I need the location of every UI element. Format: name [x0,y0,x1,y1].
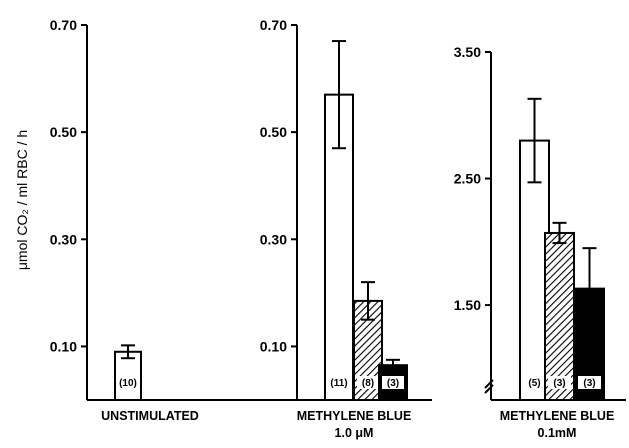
n-label-box [357,376,379,389]
category-label: 0.1mM [538,426,577,440]
y-tick-label: 3.50 [454,44,481,60]
y-tick-label: 0.30 [50,231,77,247]
n-label-box [523,376,546,389]
n-label: (8) [362,378,374,389]
y-tick-label: 2.50 [454,171,481,187]
y-tick-label: 0.70 [260,17,287,33]
y-tick-label: 0.50 [260,124,287,140]
category-label: 1.0 μM [335,426,374,440]
n-label-box [118,376,138,389]
n-label: (10) [119,378,137,389]
n-label-box [548,376,571,389]
n-label-box [328,376,350,389]
y-tick-label: 0.30 [260,231,287,247]
n-label: (11) [330,378,347,389]
bar [544,231,575,401]
chart-panel-2: 0.10 0.30 0.50 0.70 (11) (8) (3) METHYLENE BLUE… [260,17,432,440]
chart-panel-3: 1.50 2.50 3.50 (5) (3) (3) METHYLENE BLUE 0.1mM [454,44,626,440]
n-label-box [578,376,601,389]
y-tick-label: 0.50 [50,124,77,140]
y-tick-label: 0.10 [50,338,77,354]
n-label: (3) [387,378,399,389]
n-label: (3) [583,378,595,389]
y-tick-label: 1.50 [454,297,481,313]
category-label: UNSTIMULATED [101,409,199,423]
chart-panel-1: 0.10 0.30 0.50 0.70 (10) UNSTIMULATED [50,17,372,423]
y-tick-label: 0.10 [260,338,287,354]
n-label-box [382,376,404,389]
y-axis-label: μmol CO₂ / ml RBC / h [14,130,30,270]
category-label: METHYLENE BLUE [500,409,615,423]
n-label: (5) [528,378,540,389]
n-label: (3) [553,378,565,389]
y-tick-label: 0.70 [50,17,77,33]
axis-break-mark [484,379,494,394]
category-label: METHYLENE BLUE [297,409,412,423]
